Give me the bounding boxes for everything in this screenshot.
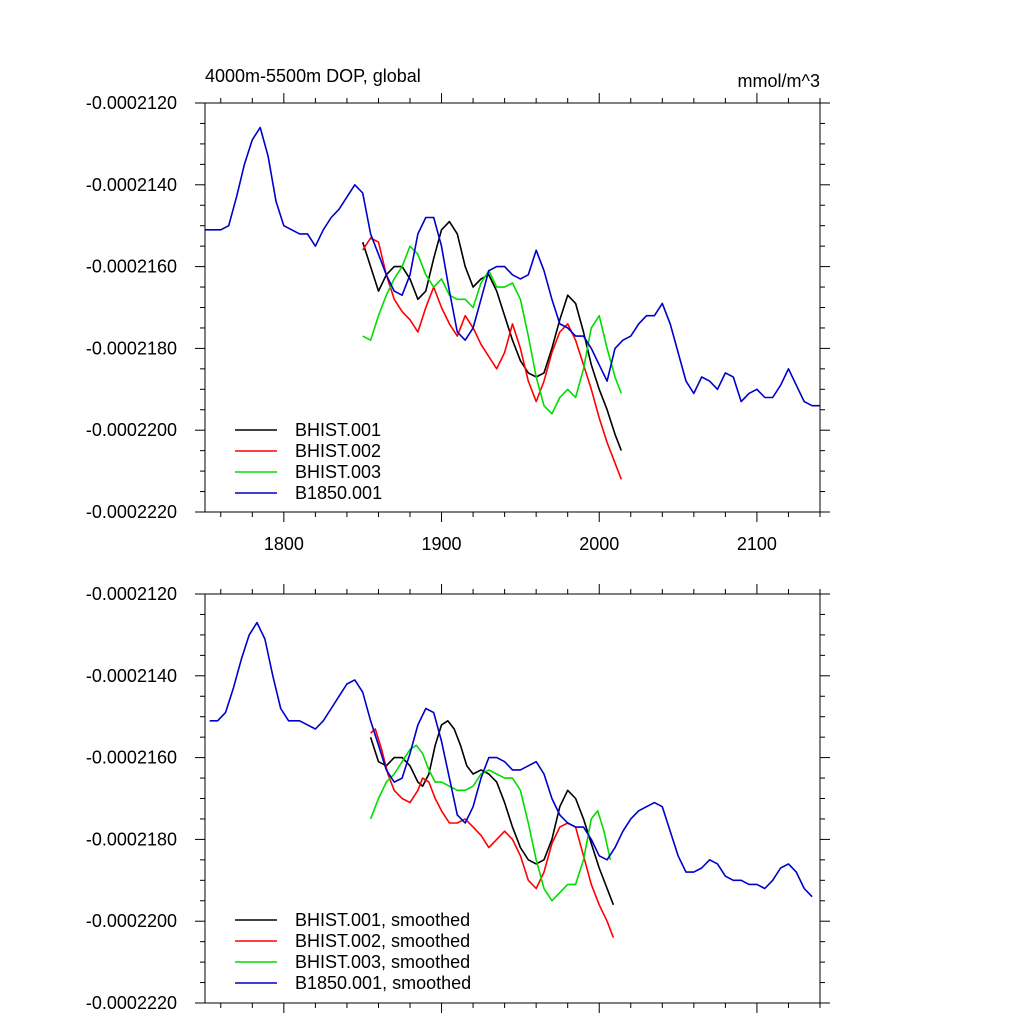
- top-y-tick-label: -0.0002200: [86, 420, 177, 440]
- top-series-bhist-003: [362, 245, 623, 415]
- top-y-tick-label: -0.0002220: [86, 502, 177, 522]
- bottom-legend-label-bhist-003-smoothed: BHIST.003, smoothed: [295, 952, 470, 972]
- top-x-tick-label: 1900: [422, 534, 462, 554]
- bottom-x-ticks: [220, 584, 821, 1013]
- bottom-legend-label-bhist-001-smoothed: BHIST.001, smoothed: [295, 910, 470, 930]
- top-series-b1850-001: [205, 126, 820, 407]
- bottom-y-tick-label: -0.0002180: [86, 829, 177, 849]
- top-y-tick-label: -0.0002120: [86, 93, 177, 113]
- top-series-layer: [205, 126, 820, 480]
- top-legend-label-bhist-003: BHIST.003: [295, 462, 381, 482]
- bottom-plot-area: -0.0002120 -0.0002140 -0.0002160 -0.0002180…: [86, 584, 830, 1013]
- bottom-y-tick-label: -0.0002160: [86, 748, 177, 768]
- top-series-bhist-001: [361, 220, 623, 451]
- top-legend-label-bhist-002: BHIST.002: [295, 441, 381, 461]
- top-y-ticks: -0.0002120 -0.0002140 -0.0002160 -0.0002180…: [86, 93, 830, 522]
- top-chart-title: 4000m-5500m DOP, global: [205, 66, 421, 86]
- top-x-ticks: 1800 1900 2000 2100: [220, 93, 821, 554]
- bottom-series-layer: [209, 621, 813, 938]
- top-legend-label-bhist-001: BHIST.001: [295, 420, 381, 440]
- top-legend-label-b1850-001: B1850.001: [295, 483, 382, 503]
- top-plot-area: 1800 1900 2000 2100 -0.0002120-0.0002140-0.…: [86, 93, 830, 554]
- bottom-y-tick-label: -0.0002220: [86, 993, 177, 1013]
- top-x-tick-label: 1800: [264, 534, 304, 554]
- top-x-tick-label: 2100: [737, 534, 777, 554]
- bottom-panel: -0.0002120 -0.0002140 -0.0002160 -0.0002180…: [86, 584, 830, 1013]
- top-y-tick-label: -0.0002160: [86, 257, 177, 277]
- bottom-y-tick-label: -0.0002140: [86, 666, 177, 686]
- bottom-legend-label-b1850-001-smoothed: B1850.001, smoothed: [295, 973, 471, 993]
- top-y-tick-label: -0.0002140: [86, 175, 177, 195]
- top-series-bhist-002: [362, 237, 623, 480]
- bottom-legend-label-bhist-002-smoothed: BHIST.002, smoothed: [295, 931, 470, 951]
- top-units-label: mmol/m^3: [738, 71, 820, 91]
- bottom-y-tick-label: -0.0002120: [86, 584, 177, 604]
- bottom-y-tick-label: -0.0002200: [86, 911, 177, 931]
- bottom-y-ticks: -0.0002120 -0.0002140 -0.0002160 -0.0002180…: [86, 584, 830, 1013]
- top-y-tick-label: -0.0002180: [86, 338, 177, 358]
- top-x-tick-label: 2000: [579, 534, 619, 554]
- top-panel: 1800 1900 2000 2100 -0.0002120-0.0002140-0.…: [86, 66, 830, 554]
- bottom-series-b1850-001-smoothed: [209, 621, 813, 898]
